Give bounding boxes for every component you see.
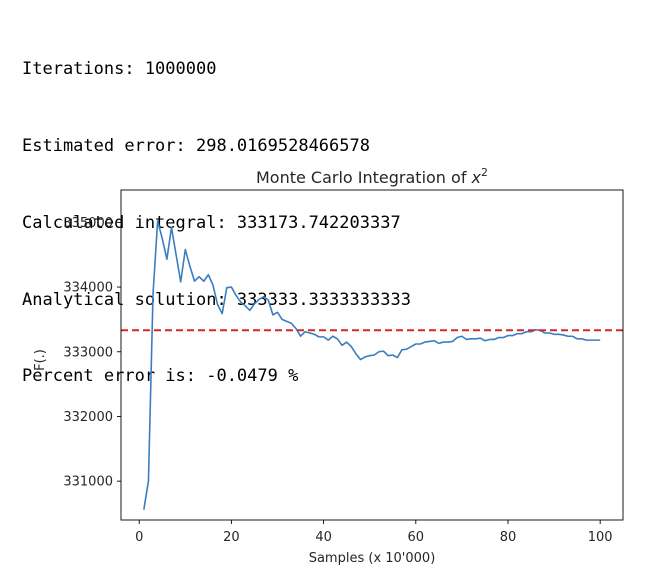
x-tick-label: 80	[500, 530, 517, 545]
series-line-1	[143, 220, 601, 510]
chart-title-text: Monte Carlo Integration of	[256, 168, 472, 187]
y-tick-label: 331000	[63, 475, 113, 490]
x-tick-label: 20	[223, 530, 240, 545]
chart-title-variable: x	[471, 168, 482, 187]
y-axis-label: F(.)	[33, 349, 48, 371]
analytical-solution-line: Analytical solution: 333333.3333333333	[22, 289, 411, 310]
y-tick-label: 334000	[63, 281, 113, 296]
estimated-error-line: Estimated error: 298.0169528466578	[22, 135, 370, 156]
chart-title: Monte Carlo Integration of x2	[256, 166, 488, 187]
plot-frame	[120, 189, 624, 521]
x-tick-label: 40	[315, 530, 332, 545]
y-tick-label: 333000	[63, 345, 113, 360]
chart-title-exponent: 2	[481, 166, 488, 179]
plot-area: 0 20 40 60 80 100 331000 332000 333000 334000 3350…	[63, 189, 624, 545]
x-tick-label: 60	[408, 530, 425, 545]
y-tick-label: 335000	[63, 216, 113, 231]
x-tick-label: 0	[135, 530, 143, 545]
percent-error-line: Percent error is: -0.0479 %	[22, 366, 299, 387]
iterations-line: Iterations: 1000000	[22, 59, 217, 80]
y-tick-label: 332000	[63, 410, 113, 425]
x-axis-label: Samples (x 10'000)	[309, 551, 436, 566]
x-tick-label: 100	[588, 530, 613, 545]
